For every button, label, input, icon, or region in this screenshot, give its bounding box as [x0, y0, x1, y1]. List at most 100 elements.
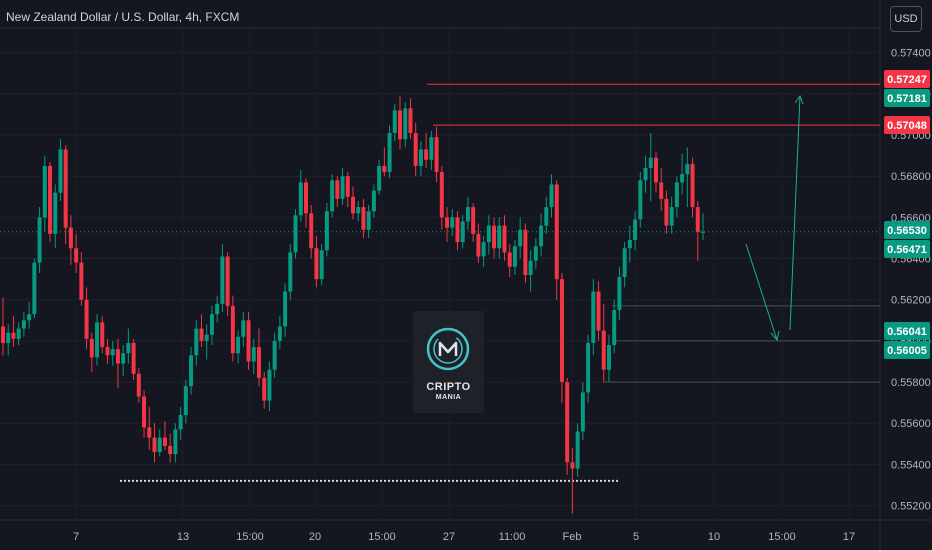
candle-body	[549, 184, 554, 208]
candle-body	[685, 163, 690, 175]
candle-body	[445, 217, 450, 228]
candle-body	[272, 340, 277, 370]
candle-body	[246, 320, 251, 362]
candle-body	[664, 198, 669, 226]
candle-body	[669, 207, 674, 226]
candle-body	[455, 217, 460, 243]
candle-body	[142, 396, 147, 428]
y-tick-label: 0.57400	[891, 48, 931, 60]
candle-body	[173, 429, 178, 455]
candle-body	[403, 108, 408, 140]
candle-body	[544, 207, 549, 226]
candle-body	[199, 328, 204, 341]
candle-body	[340, 176, 345, 199]
candle-body	[643, 167, 648, 181]
candle-body	[277, 326, 282, 341]
candle-body	[74, 248, 79, 263]
x-tick-label: 7	[73, 531, 79, 543]
candle-body	[528, 260, 533, 276]
candles-layer	[1, 95, 705, 514]
candle-body	[471, 207, 476, 234]
candle-body	[262, 377, 267, 401]
chart-title: New Zealand Dollar / U.S. Dollar, 4h, FX…	[6, 10, 240, 24]
candle-body	[612, 310, 617, 346]
candle-body	[293, 215, 298, 253]
price-label-text: 0.57048	[887, 120, 927, 132]
y-tick-label: 0.55600	[891, 418, 931, 430]
candle-body	[429, 137, 434, 160]
candle-body	[136, 373, 141, 397]
candle-body	[309, 213, 314, 249]
candle-body	[131, 342, 136, 374]
x-tick-label: 10	[708, 531, 720, 543]
candle-body	[648, 157, 653, 168]
candle-body	[398, 110, 403, 140]
candle-body	[157, 437, 162, 453]
candle-body	[100, 322, 105, 348]
cripto-mania-logo: CRIPTO MANIA	[413, 311, 484, 413]
level-lines-layer	[0, 83, 880, 482]
candle-body	[565, 382, 570, 463]
candle-body	[178, 415, 183, 430]
candle-body	[366, 211, 371, 230]
candle-body	[507, 252, 512, 267]
currency-button[interactable]: USD	[890, 6, 922, 32]
candle-body	[695, 207, 700, 232]
candle-body	[345, 176, 350, 197]
x-tick-label: 11:00	[499, 531, 526, 543]
candle-body	[189, 355, 194, 387]
x-tick-label: 15:00	[768, 531, 796, 543]
candle-body	[53, 192, 58, 234]
candle-body	[319, 250, 324, 280]
price-label-text: 0.56530	[887, 225, 927, 237]
candle-body	[220, 256, 225, 304]
candle-body	[627, 240, 632, 249]
candle-body	[126, 342, 131, 354]
candle-body	[298, 182, 303, 216]
candle-body	[418, 149, 423, 166]
candle-body	[152, 437, 157, 453]
candle-body	[89, 338, 94, 358]
arrow-head-up	[794, 94, 804, 105]
candle-body	[523, 229, 528, 276]
price-labels-layer: 0.57247 0.57181 0.57048 0.56530 0.56471 0.560…	[884, 70, 930, 359]
candle-body	[162, 437, 167, 446]
time-axis: 7 13 15:00 20 15:00 27 11:00 Feb 5 10 15:00 17	[73, 531, 855, 543]
candle-body	[486, 225, 491, 243]
candle-body	[147, 427, 152, 438]
candle-body	[256, 347, 261, 378]
candle-body	[68, 227, 73, 249]
logo-line1: CRIPTO	[426, 381, 471, 393]
candle-body	[539, 225, 544, 247]
candle-body	[371, 190, 376, 212]
candle-body	[63, 149, 68, 228]
candle-body	[6, 332, 11, 343]
price-label-box	[884, 221, 930, 239]
candle-body	[361, 207, 366, 230]
candle-body	[21, 320, 26, 329]
y-tick-label: 0.56200	[891, 295, 931, 307]
x-tick-label: 15:00	[236, 531, 264, 543]
candle-body	[303, 182, 308, 214]
candle-body	[168, 445, 173, 455]
candle-body	[591, 291, 596, 343]
candle-body	[690, 163, 695, 208]
candle-body	[377, 165, 382, 191]
x-tick-label: 13	[177, 531, 189, 543]
y-tick-label: 0.56800	[891, 171, 931, 183]
candle-body	[314, 248, 319, 280]
candle-body	[356, 207, 361, 214]
candle-body	[194, 328, 199, 356]
candle-body	[622, 248, 627, 278]
candle-body	[32, 262, 37, 315]
candle-body	[251, 347, 256, 362]
candle-body	[512, 246, 517, 267]
candle-body	[518, 229, 523, 247]
x-tick-label: 17	[843, 531, 855, 543]
candle-body	[580, 392, 585, 432]
forecast-arrow-up	[789, 95, 801, 331]
x-tick-label: 5	[633, 531, 639, 543]
candle-body	[408, 108, 413, 133]
candle-body	[601, 330, 606, 370]
